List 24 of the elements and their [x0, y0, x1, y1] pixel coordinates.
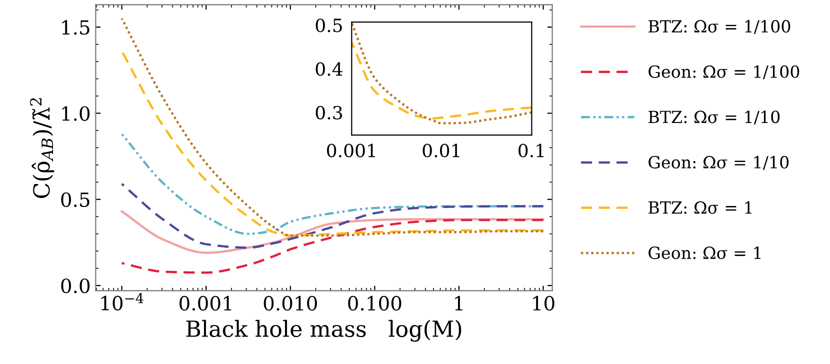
legend-label: BTZ: Ωσ = 1	[648, 201, 752, 214]
x-tick-label: 0.001	[180, 296, 232, 311]
legend-label: Geon: Ωσ = 1	[648, 246, 760, 260]
y-tick-label: 1.5	[62, 20, 90, 35]
x-tick-label: 0.1	[518, 144, 544, 158]
legend-label: BTZ: Ωσ = 1/100	[648, 20, 790, 34]
x-tick-label: 0.100	[348, 296, 402, 311]
x-tick-label: 10$^{−4}$	[101, 293, 144, 310]
x-tick-label: 0.010	[264, 296, 317, 311]
y-tick-label: 1.0	[62, 106, 90, 121]
y-tick-label: 0.5	[61, 192, 90, 208]
y-tick-label: 0.4	[316, 62, 342, 76]
y-tick-label: 0.3	[316, 106, 342, 120]
legend-label: Geon: Ωσ = 1/10	[648, 156, 789, 170]
x-tick-label: 0.01	[422, 144, 460, 158]
x-tick-label: 1	[455, 296, 462, 310]
x-axis-title: Black hole mass log(M)	[186, 320, 462, 342]
x-tick-label: 10	[533, 296, 554, 311]
y-tick-label: 0.5	[316, 18, 342, 32]
x-tick-label: 0.001	[327, 144, 375, 158]
y-axis-title: C(ρ̂$_{AB}$)/λ̃$^{2}$	[30, 98, 54, 198]
y-tick-label: 0.0	[61, 278, 90, 294]
legend-label: Geon: Ωσ = 1/100	[648, 65, 800, 80]
legend-label: BTZ: Ωσ = 1/10	[648, 110, 780, 125]
